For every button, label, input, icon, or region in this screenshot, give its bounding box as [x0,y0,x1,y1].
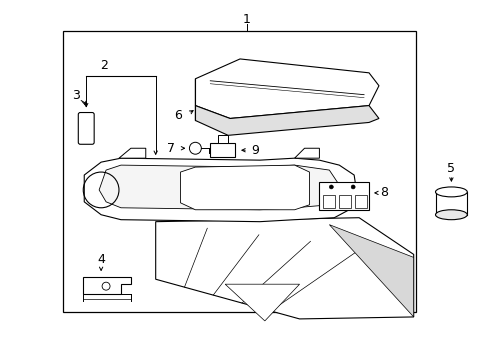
Polygon shape [180,165,309,210]
Text: 5: 5 [447,162,454,175]
Polygon shape [84,158,356,222]
Polygon shape [210,143,235,157]
Text: 3: 3 [72,89,80,102]
Polygon shape [218,135,228,143]
Text: 4: 4 [97,253,105,266]
Polygon shape [195,105,378,135]
Text: 9: 9 [250,144,258,157]
Bar [319,182,368,210]
Text: 7: 7 [166,142,174,155]
Polygon shape [294,148,319,158]
Polygon shape [99,165,339,210]
Bar [63,31,415,312]
Bar [323,195,335,208]
Polygon shape [155,218,413,319]
Bar [339,195,350,208]
FancyBboxPatch shape [78,113,94,144]
Bar [354,195,366,208]
Circle shape [328,185,333,189]
Text: 2: 2 [100,59,108,72]
Polygon shape [83,277,131,294]
Circle shape [350,185,354,189]
Text: 8: 8 [379,186,387,199]
Polygon shape [328,225,413,317]
Text: 6: 6 [174,109,182,122]
Polygon shape [195,59,378,118]
Polygon shape [224,284,299,321]
Ellipse shape [435,187,467,197]
Ellipse shape [435,210,467,220]
Polygon shape [119,148,145,158]
Text: 1: 1 [243,13,250,26]
